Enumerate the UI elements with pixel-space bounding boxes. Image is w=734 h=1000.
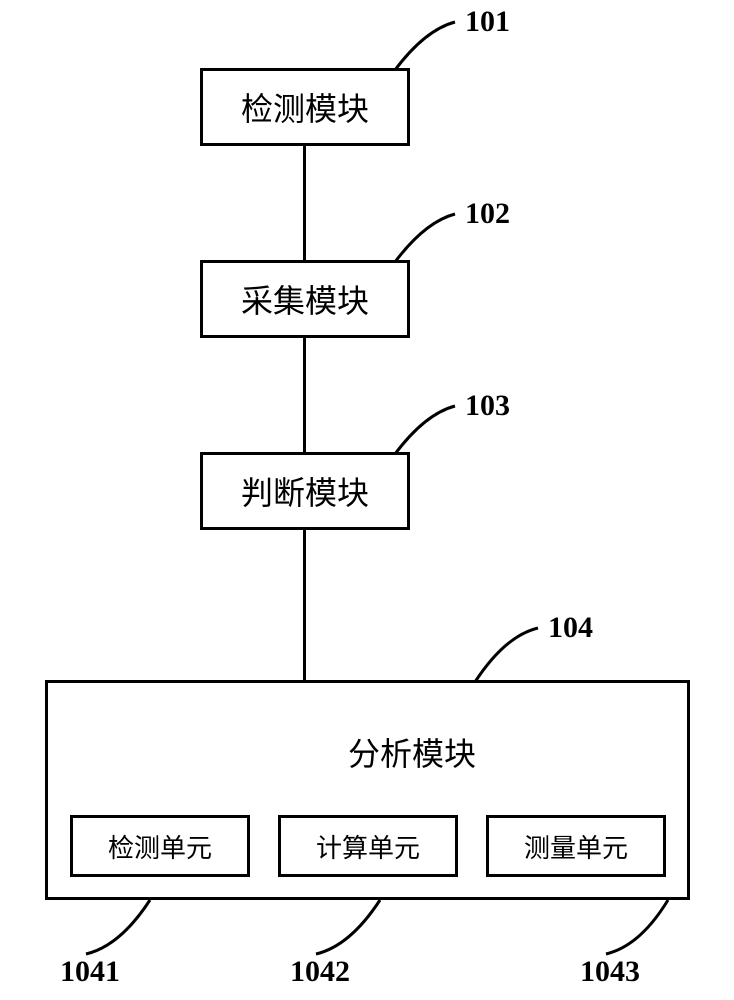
ref-1043: 1043 <box>580 955 640 989</box>
leader-1043 <box>0 0 734 1000</box>
diagram-canvas: 检测模块 采集模块 判断模块 分析模块 检测单元 计算单元 测量单元 101 1… <box>0 0 734 1000</box>
